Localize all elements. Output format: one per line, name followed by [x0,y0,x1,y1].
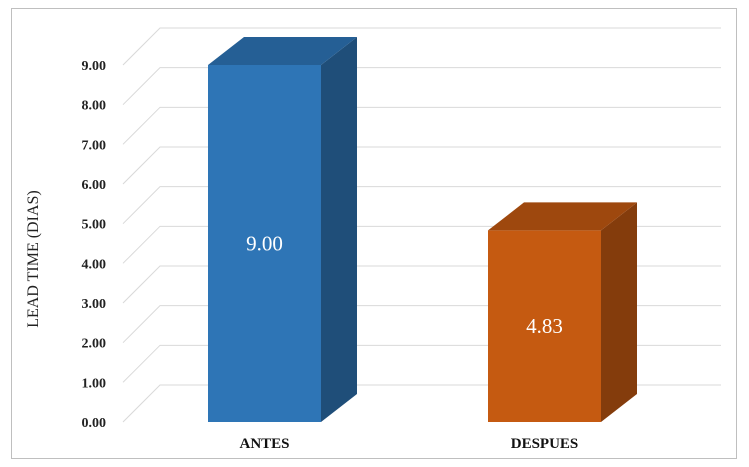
y-tick-label: 0.00 [82,416,107,431]
data-label: 4.83 [526,314,563,338]
bar-front [488,230,601,422]
y-tick-label: 2.00 [82,337,107,352]
bars: 9.00 4.83 [208,37,637,422]
x-category-label: DESPUES [511,436,579,452]
y-tick-label: 9.00 [82,59,107,74]
gridline [122,146,721,185]
y-tick-label: 7.00 [82,138,107,153]
y-tick-label: 6.00 [82,178,107,193]
gridline [122,67,721,106]
data-label: 9.00 [246,232,283,256]
y-tick-label: 3.00 [82,297,107,312]
y-tick-label: 4.00 [82,257,107,272]
y-tick-label: 5.00 [82,218,107,233]
bar-antes: 9.00 [208,37,357,422]
bar-side [601,202,637,422]
bar-despues: 4.83 [488,202,637,422]
y-tick-label: 1.00 [82,376,107,391]
gridline [122,27,721,66]
x-category-label: ANTES [239,436,289,452]
gridline [122,106,721,145]
gridline [122,186,721,225]
y-axis-ticks: 0.00 1.00 2.00 3.00 4.00 5.00 6.00 7.00 8.00 9.00 [82,59,107,431]
bar-top [208,37,357,65]
bar-front [208,65,321,422]
y-tick-label: 8.00 [82,99,107,114]
x-axis-categories: ANTES DESPUES [239,436,578,452]
y-axis-label: LEAD TIME (DIAS) [25,190,42,327]
bar-top [488,202,637,231]
bar-side [321,37,357,422]
